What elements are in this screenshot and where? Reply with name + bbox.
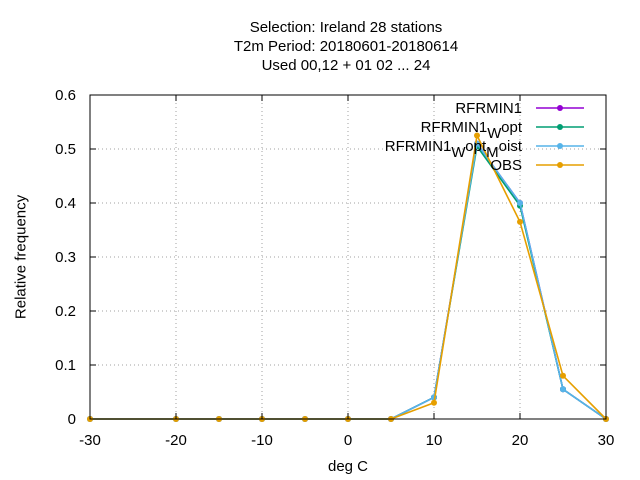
- legend-label-part: opt: [501, 119, 523, 136]
- y-tick-label: 0.1: [55, 357, 76, 374]
- legend-label: RFRMIN1Wopt: [421, 119, 523, 142]
- x-tick-label: 20: [512, 432, 529, 449]
- y-tick-label: 0.3: [55, 249, 76, 266]
- series-line: [90, 141, 607, 420]
- y-tick-label: 0.6: [55, 87, 76, 104]
- y-tick-label: 0.5: [55, 141, 76, 158]
- legend-label: RFRMIN1: [455, 100, 522, 117]
- legend-label-part: RFRMIN1: [421, 119, 488, 136]
- legend-label-part: opt: [465, 138, 487, 155]
- data-point: [560, 386, 566, 393]
- data-point: [431, 399, 437, 406]
- x-tick-label: 0: [344, 432, 352, 449]
- legend-label: RFRMIN1WoptMoist: [385, 138, 523, 161]
- series-line: [90, 132, 607, 420]
- data-point: [517, 218, 523, 225]
- y-tick-label: 0.2: [55, 303, 76, 320]
- chart-title: Selection: Ireland 28 stations T2m Period…: [234, 19, 458, 74]
- title-line: Used 00,12 + 01 02 ... 24: [262, 57, 431, 74]
- legend-marker: [557, 105, 563, 111]
- legend-label-subscript: W: [451, 144, 466, 161]
- legend-label-subscript: M: [486, 144, 499, 161]
- x-tick-label: 30: [598, 432, 615, 449]
- x-tick-label: -10: [251, 432, 273, 449]
- legend-marker: [557, 162, 563, 168]
- legend-label-part: RFRMIN1: [455, 100, 522, 117]
- series-line: [90, 141, 607, 420]
- x-tick-label: 10: [426, 432, 443, 449]
- grid: [90, 95, 606, 419]
- legend-marker: [557, 143, 563, 149]
- y-tick-label: 0.4: [55, 195, 76, 212]
- legend-label: OBS: [490, 157, 522, 174]
- y-tick-label: 0: [68, 411, 76, 428]
- x-tick-label: -20: [165, 432, 187, 449]
- data-point: [474, 132, 480, 139]
- axis-ticks: -30 -20 -10 0 10 20 30 0 0.1 0.2 0.3 0.4 0.5 0.6: [55, 87, 614, 449]
- legend-marker: [557, 124, 563, 130]
- y-axis-label: Relative frequency: [12, 194, 29, 319]
- title-line: T2m Period: 20180601-20180614: [234, 38, 458, 55]
- legend-label-part: oist: [499, 138, 523, 155]
- x-axis-label: deg C: [328, 458, 368, 475]
- legend-label-subscript: W: [487, 125, 502, 142]
- x-tick-label: -30: [79, 432, 101, 449]
- data-point: [560, 372, 566, 379]
- data-point: [517, 200, 523, 206]
- legend-label-part: RFRMIN1: [385, 138, 452, 155]
- title-line: Selection: Ireland 28 stations: [250, 19, 443, 36]
- legend-label-part: OBS: [490, 157, 522, 174]
